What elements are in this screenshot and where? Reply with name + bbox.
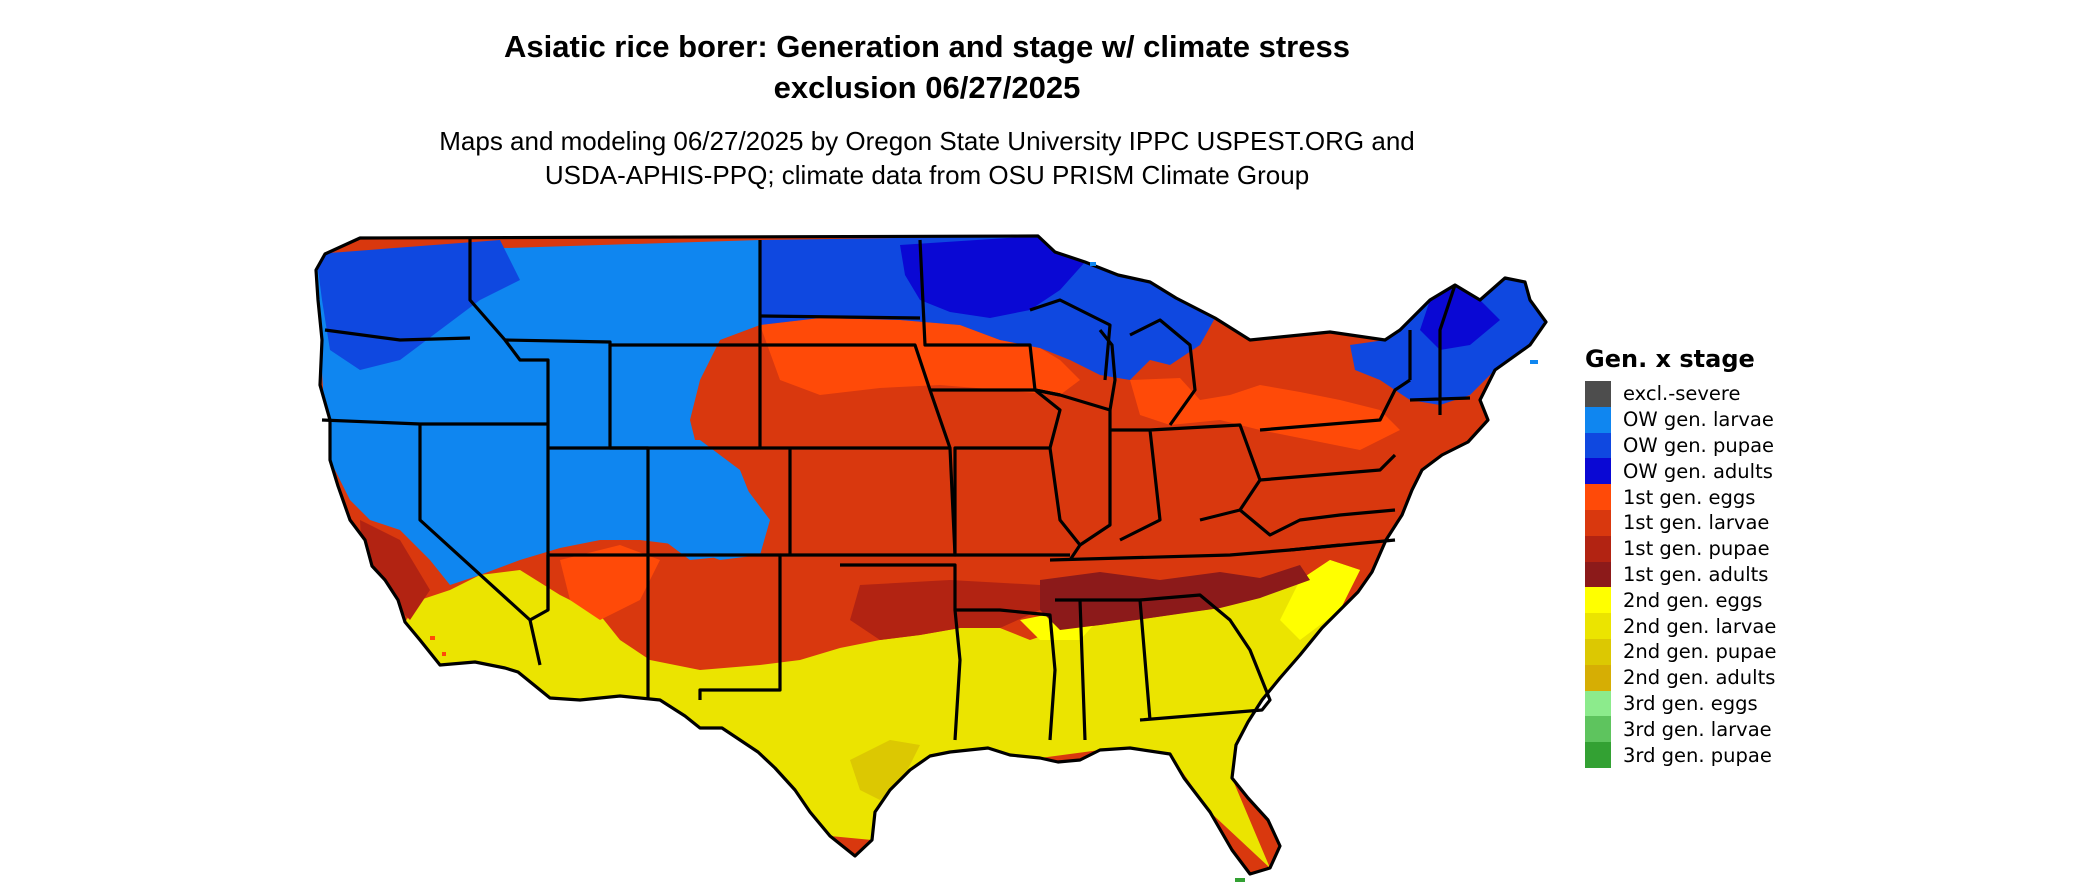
legend-swatch [1585, 458, 1611, 485]
map-regions [316, 236, 1546, 874]
legend-item: OW gen. pupae [1585, 432, 1845, 459]
speck-channel-islands-2 [442, 652, 446, 656]
legend-swatch [1585, 535, 1611, 562]
legend-swatch [1585, 484, 1611, 510]
coastal-specks [430, 262, 1538, 882]
legend-label: 1st gen. adults [1623, 562, 1769, 586]
legend-item: OW gen. larvae [1585, 406, 1845, 433]
legend-label: OW gen. pupae [1623, 433, 1775, 457]
legend-item: 3rd gen. larvae [1585, 716, 1845, 743]
border-wisconsin-mi [1029, 298, 1197, 426]
region-1st-gen-eggs-lakes [1130, 378, 1400, 450]
border-tx-la [953, 609, 962, 741]
legend-swatch [1585, 561, 1611, 588]
region-1st-gen-pupae-west [360, 520, 430, 620]
speck-florida-keys [1235, 878, 1245, 882]
border-mo-ar [1048, 447, 1082, 561]
legend-label: 2nd gen. eggs [1623, 588, 1763, 612]
legend-label: 2nd gen. adults [1623, 666, 1776, 690]
border-wa-or [324, 328, 471, 342]
border-wyoming [608, 345, 762, 450]
border-co-ks [760, 446, 957, 557]
border-iowa-mo [930, 388, 1070, 557]
map-title-line-2: exclusion 06/27/2025 [773, 70, 1081, 105]
border-new-england [1408, 284, 1471, 415]
legend-item: 1st gen. adults [1585, 561, 1845, 588]
legend-label: excl.-severe [1623, 382, 1741, 406]
legend-items: excl.-severe OW gen. larvae OW gen. pupa… [1585, 381, 1845, 768]
legend-label: 2nd gen. larvae [1623, 614, 1777, 638]
legend-item: 1st gen. eggs [1585, 484, 1845, 510]
us-map [300, 220, 1580, 892]
map-title: Asiatic rice borer: Generation and stage… [0, 26, 1854, 108]
border-ga-fl [1139, 593, 1272, 722]
legend-swatch [1585, 406, 1611, 433]
region-1st-gen-eggs-sw [560, 545, 660, 620]
legend-label: OW gen. adults [1623, 459, 1773, 483]
legend-swatch [1585, 664, 1611, 691]
border-montana [504, 338, 760, 347]
legend-label: 1st gen. eggs [1623, 485, 1756, 509]
legend-swatch [1585, 716, 1611, 743]
border-lake-michigan [1098, 329, 1117, 411]
map-subtitle-line-1: Maps and modeling 06/27/2025 by Oregon S… [439, 126, 1415, 156]
region-2nd-gen-larvae [405, 560, 1360, 868]
legend-item: 3rd gen. pupae [1585, 742, 1845, 768]
legend-label: 2nd gen. pupae [1623, 640, 1777, 664]
border-idaho [468, 238, 550, 424]
map-subtitle-line-2: USDA-APHIS-PPQ; climate data from OSU PR… [544, 160, 1310, 190]
region-1st-gen-pupae [850, 580, 1040, 640]
border-va-wv-nc [1238, 508, 1396, 552]
legend-title: Gen. x stage [1585, 345, 1755, 373]
legend-swatch [1585, 613, 1611, 639]
legend-swatch [1585, 587, 1611, 614]
legend-label: 3rd gen. eggs [1623, 691, 1758, 715]
border-pa-ny [1259, 378, 1411, 482]
legend-swatch [1585, 509, 1611, 536]
legend-item: 2nd gen. eggs [1585, 587, 1845, 614]
border-ut-co [548, 446, 650, 557]
border-az-nm [546, 553, 782, 700]
us-map-svg [314, 234, 1548, 882]
speck-isle-royale [1090, 262, 1096, 266]
legend-label: 1st gen. pupae [1623, 537, 1770, 561]
legend-item: OW gen. adults [1585, 458, 1845, 485]
border-ok-tx [840, 563, 1057, 741]
legend-swatch [1585, 638, 1611, 665]
legend: Gen. x stage excl.-severe OW gen. larvae… [1585, 341, 1845, 768]
state-borders [314, 234, 1548, 876]
legend-item: 3rd gen. eggs [1585, 690, 1845, 717]
legend-label: 1st gen. larvae [1623, 511, 1770, 535]
legend-label: 3rd gen. pupae [1623, 743, 1772, 767]
legend-item: excl.-severe [1585, 381, 1845, 407]
speck-nova-scotia-edge [1530, 360, 1538, 364]
us-outline [314, 234, 1548, 876]
legend-swatch [1585, 432, 1611, 459]
legend-item: 2nd gen. larvae [1585, 613, 1845, 639]
legend-item: 2nd gen. pupae [1585, 638, 1845, 665]
legend-swatch [1585, 381, 1611, 407]
region-ow-gen-adults [900, 236, 1085, 318]
legend-label: OW gen. larvae [1623, 408, 1774, 432]
legend-item: 1st gen. pupae [1585, 535, 1845, 562]
border-dakotas [758, 240, 952, 449]
region-ow-gen-larvae-colorado [640, 440, 760, 560]
region-2nd-gen-pupae [850, 740, 920, 800]
legend-item: 2nd gen. adults [1585, 664, 1845, 691]
map-title-line-1: Asiatic rice borer: Generation and stage… [504, 29, 1350, 64]
legend-swatch [1585, 742, 1611, 768]
legend-label: 3rd gen. larvae [1623, 717, 1772, 741]
legend-item: 1st gen. larvae [1585, 509, 1845, 536]
map-subtitle: Maps and modeling 06/27/2025 by Oregon S… [0, 124, 1854, 192]
speck-channel-islands [430, 636, 435, 640]
border-nv-ca [418, 424, 542, 666]
legend-swatch [1585, 690, 1611, 717]
